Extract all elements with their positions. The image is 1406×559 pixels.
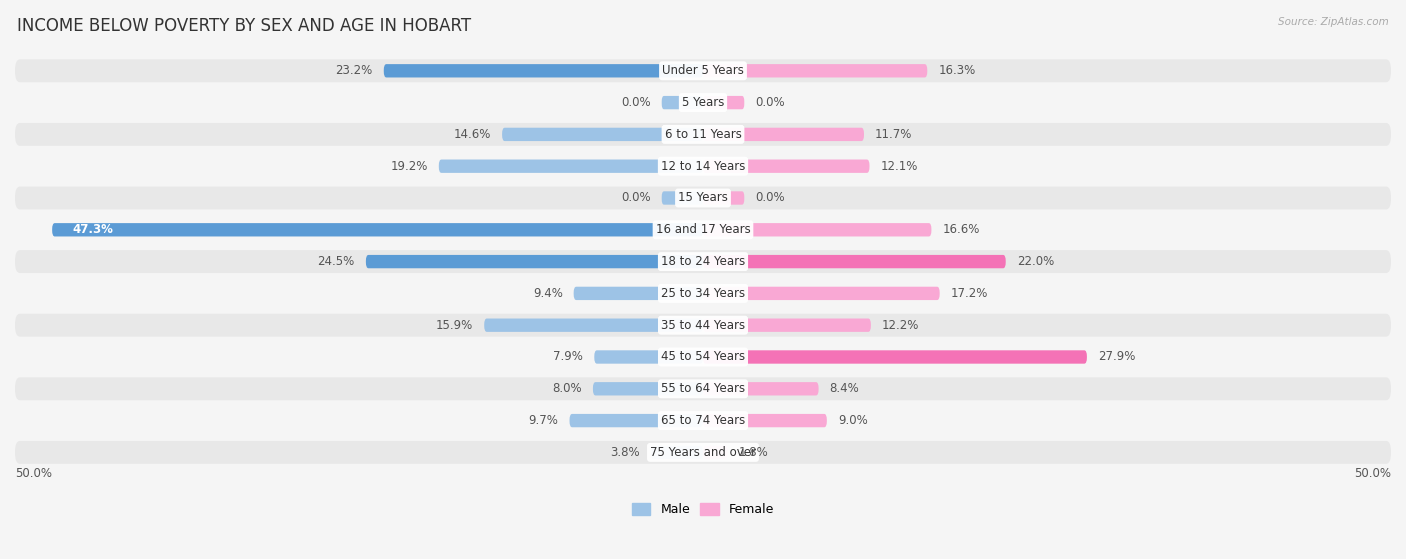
Text: 50.0%: 50.0% [1354, 467, 1391, 480]
Text: 15 Years: 15 Years [678, 192, 728, 205]
Text: 1.8%: 1.8% [738, 446, 769, 459]
FancyBboxPatch shape [15, 250, 1391, 273]
Text: 75 Years and over: 75 Years and over [650, 446, 756, 459]
Text: 9.0%: 9.0% [838, 414, 868, 427]
Text: 5 Years: 5 Years [682, 96, 724, 109]
FancyBboxPatch shape [366, 255, 703, 268]
Text: 3.8%: 3.8% [610, 446, 640, 459]
FancyBboxPatch shape [502, 127, 703, 141]
Legend: Male, Female: Male, Female [627, 498, 779, 522]
Text: 14.6%: 14.6% [454, 128, 491, 141]
Text: 47.3%: 47.3% [73, 223, 114, 236]
FancyBboxPatch shape [595, 350, 703, 364]
Text: 23.2%: 23.2% [336, 64, 373, 77]
FancyBboxPatch shape [15, 91, 1391, 114]
Text: 12.2%: 12.2% [882, 319, 920, 331]
Text: 27.9%: 27.9% [1098, 350, 1135, 363]
Text: 0.0%: 0.0% [621, 96, 651, 109]
FancyBboxPatch shape [703, 414, 827, 427]
FancyBboxPatch shape [662, 96, 703, 109]
FancyBboxPatch shape [703, 382, 818, 395]
Text: 0.0%: 0.0% [621, 192, 651, 205]
Text: 19.2%: 19.2% [391, 160, 427, 173]
Text: Source: ZipAtlas.com: Source: ZipAtlas.com [1278, 17, 1389, 27]
FancyBboxPatch shape [662, 191, 703, 205]
Text: 11.7%: 11.7% [875, 128, 912, 141]
FancyBboxPatch shape [384, 64, 703, 78]
FancyBboxPatch shape [703, 446, 728, 459]
FancyBboxPatch shape [15, 282, 1391, 305]
FancyBboxPatch shape [484, 319, 703, 332]
FancyBboxPatch shape [703, 127, 865, 141]
Text: 8.4%: 8.4% [830, 382, 859, 395]
Text: 55 to 64 Years: 55 to 64 Years [661, 382, 745, 395]
Text: Under 5 Years: Under 5 Years [662, 64, 744, 77]
Text: 65 to 74 Years: 65 to 74 Years [661, 414, 745, 427]
Text: 25 to 34 Years: 25 to 34 Years [661, 287, 745, 300]
Text: 16 and 17 Years: 16 and 17 Years [655, 223, 751, 236]
Text: 9.7%: 9.7% [529, 414, 558, 427]
Text: 8.0%: 8.0% [553, 382, 582, 395]
Text: 35 to 44 Years: 35 to 44 Years [661, 319, 745, 331]
FancyBboxPatch shape [15, 59, 1391, 82]
FancyBboxPatch shape [15, 345, 1391, 368]
FancyBboxPatch shape [15, 155, 1391, 178]
FancyBboxPatch shape [593, 382, 703, 395]
Text: 0.0%: 0.0% [755, 192, 785, 205]
FancyBboxPatch shape [651, 446, 703, 459]
Text: 16.3%: 16.3% [938, 64, 976, 77]
FancyBboxPatch shape [52, 223, 703, 236]
FancyBboxPatch shape [569, 414, 703, 427]
FancyBboxPatch shape [15, 377, 1391, 400]
FancyBboxPatch shape [15, 441, 1391, 464]
Text: 12.1%: 12.1% [880, 160, 918, 173]
Text: 22.0%: 22.0% [1017, 255, 1054, 268]
FancyBboxPatch shape [15, 219, 1391, 241]
Text: INCOME BELOW POVERTY BY SEX AND AGE IN HOBART: INCOME BELOW POVERTY BY SEX AND AGE IN H… [17, 17, 471, 35]
Text: 15.9%: 15.9% [436, 319, 474, 331]
FancyBboxPatch shape [15, 409, 1391, 432]
FancyBboxPatch shape [574, 287, 703, 300]
FancyBboxPatch shape [703, 350, 1087, 364]
Text: 9.4%: 9.4% [533, 287, 562, 300]
Text: 18 to 24 Years: 18 to 24 Years [661, 255, 745, 268]
Text: 45 to 54 Years: 45 to 54 Years [661, 350, 745, 363]
FancyBboxPatch shape [703, 96, 744, 109]
FancyBboxPatch shape [703, 159, 869, 173]
FancyBboxPatch shape [15, 187, 1391, 210]
Text: 17.2%: 17.2% [950, 287, 988, 300]
FancyBboxPatch shape [703, 64, 928, 78]
FancyBboxPatch shape [703, 191, 744, 205]
Text: 6 to 11 Years: 6 to 11 Years [665, 128, 741, 141]
Text: 12 to 14 Years: 12 to 14 Years [661, 160, 745, 173]
Text: 16.6%: 16.6% [942, 223, 980, 236]
FancyBboxPatch shape [15, 314, 1391, 337]
FancyBboxPatch shape [15, 123, 1391, 146]
Text: 50.0%: 50.0% [15, 467, 52, 480]
Text: 0.0%: 0.0% [755, 96, 785, 109]
FancyBboxPatch shape [703, 287, 939, 300]
Text: 24.5%: 24.5% [318, 255, 354, 268]
FancyBboxPatch shape [439, 159, 703, 173]
FancyBboxPatch shape [703, 223, 931, 236]
FancyBboxPatch shape [703, 319, 870, 332]
Text: 7.9%: 7.9% [554, 350, 583, 363]
FancyBboxPatch shape [703, 255, 1005, 268]
